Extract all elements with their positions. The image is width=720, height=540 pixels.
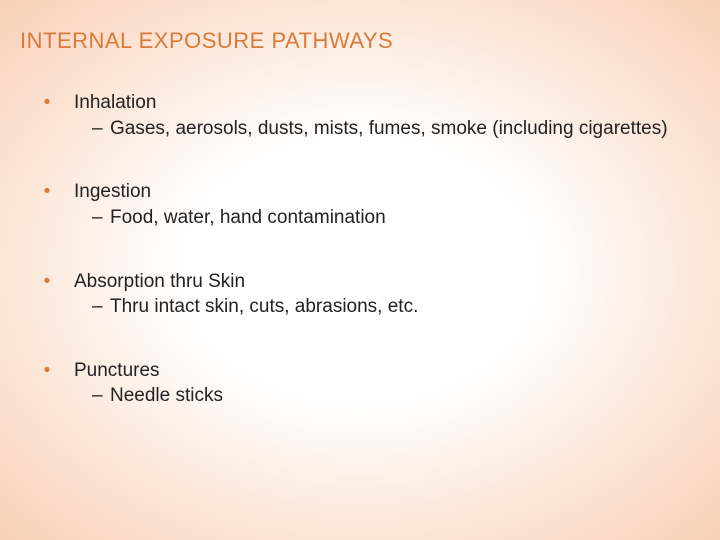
item-label: Ingestion [74, 179, 700, 205]
list-item: • Absorption thru Skin – Thru intact ski… [20, 269, 700, 320]
list-item: • Ingestion – Food, water, hand contamin… [20, 179, 700, 230]
dash-icon: – [92, 383, 110, 409]
bullet-icon: • [20, 179, 74, 205]
list-item: • Punctures – Needle sticks [20, 358, 700, 409]
item-sub: Gases, aerosols, dusts, mists, fumes, sm… [110, 116, 700, 142]
item-sub: Food, water, hand contamination [110, 205, 700, 231]
dash-icon: – [92, 294, 110, 320]
slide-content: • Inhalation – Gases, aerosols, dusts, m… [20, 90, 700, 409]
list-item: • Inhalation – Gases, aerosols, dusts, m… [20, 90, 700, 141]
bullet-icon: • [20, 269, 74, 295]
item-sub: Thru intact skin, cuts, abrasions, etc. [110, 294, 700, 320]
slide-title: INTERNAL EXPOSURE PATHWAYS [20, 28, 700, 54]
item-sub: Needle sticks [110, 383, 700, 409]
item-label: Inhalation [74, 90, 700, 116]
bullet-icon: • [20, 358, 74, 384]
dash-icon: – [92, 205, 110, 231]
item-label: Punctures [74, 358, 700, 384]
bullet-icon: • [20, 90, 74, 116]
dash-icon: – [92, 116, 110, 142]
item-label: Absorption thru Skin [74, 269, 700, 295]
